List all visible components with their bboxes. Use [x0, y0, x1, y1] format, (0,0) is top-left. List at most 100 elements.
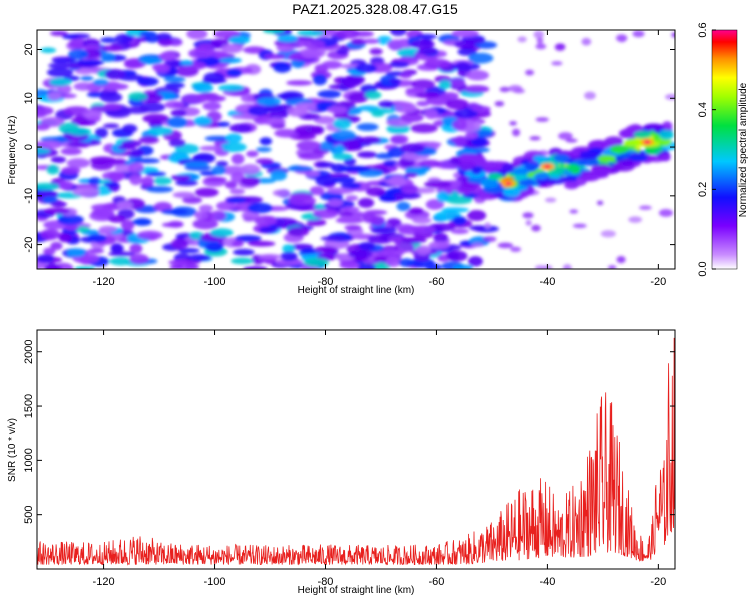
- spectrogram-cell: [178, 247, 200, 254]
- spectrogram-cell: [370, 226, 397, 234]
- spectrogram-cell: [194, 187, 219, 198]
- spectrogram-cell: [103, 123, 120, 129]
- spectrogram-cell: [529, 136, 541, 141]
- snr-series-line: [37, 337, 675, 566]
- spectrogram-cell: [192, 218, 219, 230]
- x-tick-label: -20: [650, 276, 666, 288]
- ridge-cell: [564, 180, 579, 190]
- spectrogram-cell: [632, 30, 645, 38]
- spectrogram-cell: [131, 218, 152, 226]
- spectrogram-cell: [256, 97, 282, 106]
- spectrogram-cell: [416, 100, 430, 107]
- spectrogram-cell: [440, 92, 459, 100]
- spectrogram-cell: [572, 223, 587, 229]
- spectrogram-cell: [389, 61, 410, 68]
- spectrogram-cell: [423, 180, 452, 189]
- spectrogram-cell: [531, 224, 541, 232]
- spectrogram-cell: [482, 236, 497, 243]
- spectrogram-cell: [211, 165, 227, 175]
- ridge-cell: [524, 161, 538, 172]
- spectrogram-cell: [286, 80, 313, 86]
- spectrogram-cell: [128, 92, 148, 101]
- spectrogram-cell: [424, 58, 451, 69]
- spectrogram-cell: [259, 137, 273, 146]
- spectrogram-cell: [134, 158, 160, 164]
- ridge-cell: [581, 174, 600, 182]
- spectrogram-cell: [332, 153, 353, 160]
- spectrogram-cell: [205, 242, 224, 252]
- spectrogram-cell: [497, 242, 514, 249]
- ridge-peak-core: [643, 140, 651, 145]
- spectrogram-cell: [203, 72, 225, 83]
- spectrogram-cell: [136, 230, 163, 240]
- spectrogram-cell: [66, 158, 91, 169]
- spectrogram-area: [37, 30, 675, 269]
- spectrogram-cell: [306, 219, 327, 227]
- spectrogram-cell: [411, 79, 435, 90]
- spectrogram-cell: [101, 45, 123, 52]
- spectrogram-cell: [88, 177, 102, 186]
- ridge-cell: [488, 173, 504, 180]
- spectrogram-cell: [404, 167, 429, 173]
- spectrogram-cell: [204, 176, 227, 182]
- spectrogram-cell: [160, 208, 189, 215]
- spectrogram-cell: [153, 63, 171, 74]
- spectrogram-cell: [377, 249, 404, 258]
- spectrogram-cell: [314, 246, 337, 253]
- spectrogram-cell: [172, 191, 196, 199]
- spectrogram-cell: [343, 157, 357, 166]
- spectrogram-cell: [309, 186, 325, 196]
- spectrogram-cell: [145, 171, 167, 177]
- spectrogram-cell: [385, 256, 401, 268]
- spectrogram-cell: [390, 30, 407, 37]
- spectrogram-cell: [536, 37, 544, 45]
- x-tick-label: -80: [318, 576, 334, 588]
- spectrogram-cell: [467, 209, 487, 221]
- spectrogram-cell: [340, 182, 362, 190]
- spectrogram-cell: [218, 84, 245, 92]
- ridge-peak-core: [505, 181, 513, 186]
- spectrogram-cell: [158, 38, 173, 47]
- spectrogram-cell: [234, 234, 262, 242]
- spectrogram-cell: [46, 164, 60, 175]
- spectrogram-cell: [108, 251, 136, 257]
- spectrogram-cell: [517, 36, 527, 43]
- spectrogram-cell: [562, 264, 572, 269]
- spectrogram-cell: [508, 84, 523, 93]
- spectrogram-cell: [328, 198, 343, 207]
- spectrogram-cell: [76, 59, 105, 66]
- spectrogram-cell: [286, 166, 314, 172]
- spectrogram-cell: [596, 200, 604, 206]
- spectrogram-cell: [484, 222, 491, 229]
- spectrogram-cell: [424, 108, 439, 120]
- spectrogram-cell: [44, 207, 70, 215]
- ridge-cell: [460, 180, 478, 192]
- spectrogram-cell: [153, 201, 173, 212]
- spectrogram-cell: [433, 232, 449, 243]
- snr-y-axis: 500 1000 1500 2000: [23, 339, 675, 524]
- spectrogram-cell: [230, 257, 254, 265]
- spectrogram-cell: [338, 211, 353, 218]
- spectrogram-cell: [378, 100, 394, 109]
- spectrogram-cell: [386, 123, 410, 134]
- spectrogram-cell: [457, 47, 477, 56]
- spectrogram-cell: [301, 49, 323, 59]
- spectrogram-cell: [333, 118, 352, 130]
- spectrogram-cell: [261, 117, 286, 126]
- spectrogram-cell: [218, 57, 242, 64]
- spectrogram-cell: [49, 78, 72, 87]
- y-tick-label: -20: [23, 237, 35, 253]
- spectrogram-cell: [607, 265, 617, 269]
- spectrogram-cell: [72, 187, 100, 197]
- colorbar-tick-label: 0.4: [697, 102, 709, 117]
- spectrogram-cell: [94, 127, 108, 139]
- spectrogram-cell: [61, 166, 81, 175]
- spectrogram-cell: [304, 257, 330, 268]
- spectrogram-cell: [255, 158, 274, 165]
- spectrogram-cell: [226, 68, 243, 77]
- spectrogram-cell: [359, 136, 381, 144]
- spectrogram-cell: [186, 30, 208, 40]
- spectrogram-cell: [658, 208, 674, 217]
- spectrogram-cell: [350, 38, 368, 46]
- spectrogram-cell: [415, 245, 432, 255]
